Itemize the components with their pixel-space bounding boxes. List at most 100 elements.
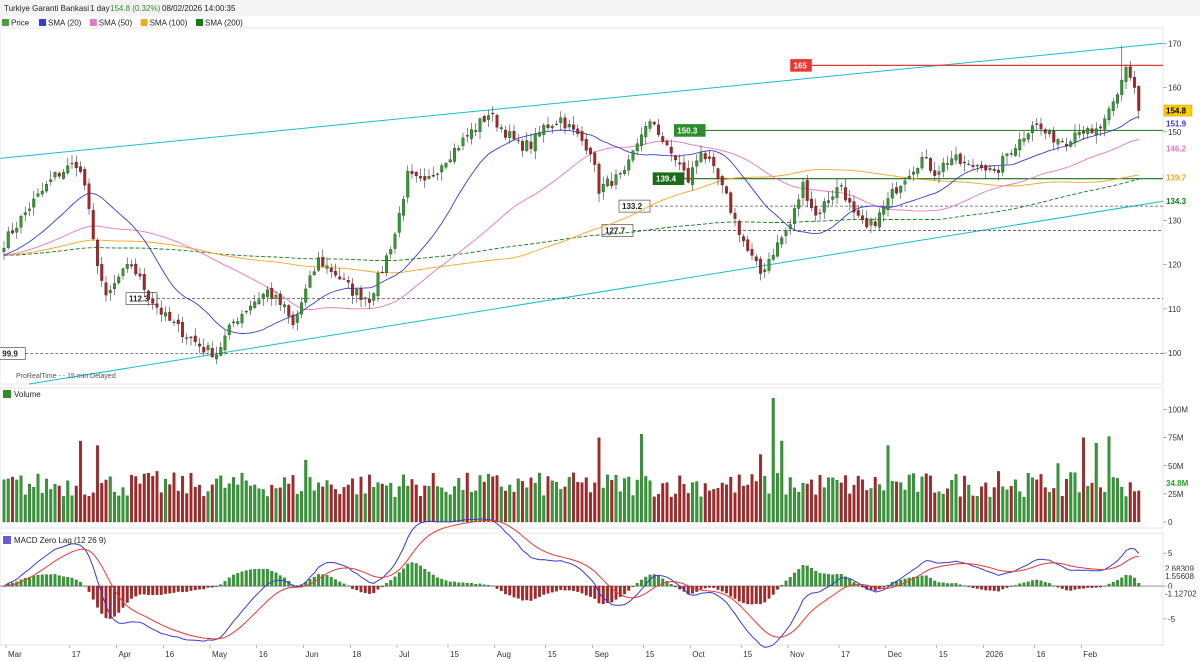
axis-tag-label-1: 151.9 [1166, 119, 1187, 128]
volume-bar-110 [470, 492, 473, 523]
volume-bar-1 [6, 478, 10, 523]
macd-hist-bar-69 [295, 585, 299, 587]
candle-body-127 [542, 125, 546, 135]
volume-bar-226 [963, 475, 966, 523]
candle-body-79 [338, 276, 342, 280]
volume-bar-158 [674, 493, 677, 523]
volume-bar-206 [878, 484, 881, 523]
volume-bar-18 [79, 440, 82, 523]
candle-body-229 [975, 165, 979, 167]
candle-body-101 [431, 174, 435, 177]
candle-body-116 [495, 114, 499, 128]
candle-body-51 [219, 347, 223, 356]
macd-hist-bar-231 [984, 585, 988, 591]
macd-hist-bar-12 [53, 574, 57, 587]
macd-hist-bar-96 [410, 562, 414, 587]
candle-body-55 [236, 321, 240, 324]
macd-hist-bar-192 [818, 573, 822, 587]
volume-bar-162 [691, 482, 694, 523]
candle-body-40 [172, 321, 176, 323]
macd-hist-bar-119 [508, 585, 512, 596]
volume-bar-247 [1052, 488, 1056, 523]
candle-body-152 [648, 121, 652, 129]
macd-hist-bar-213 [907, 577, 911, 587]
candle-body-73 [312, 271, 316, 275]
legend-label-0: Price [11, 19, 30, 28]
macd-hist-bar-63 [270, 571, 274, 587]
candle-body-174 [742, 236, 745, 242]
macd-hist-bar-123 [525, 585, 529, 601]
volume-bar-128 [546, 476, 550, 523]
candle-body-29 [125, 264, 129, 269]
volume-bar-57 [244, 480, 248, 523]
volume-bar-25 [108, 476, 112, 523]
volume-bar-157 [669, 496, 673, 523]
macd-hist-bar-168 [716, 585, 720, 590]
macd-hist-bar-267 [1137, 583, 1141, 587]
volume-bar-102 [436, 486, 439, 523]
candle-body-257 [1094, 128, 1098, 136]
volume-bar-63 [270, 484, 274, 523]
macd-hist-bar-154 [657, 576, 660, 587]
candle-body-156 [665, 140, 669, 146]
macd-hist-bar-130 [555, 585, 558, 592]
macd-hist-bar-19 [83, 585, 87, 587]
volume-bar-215 [916, 491, 920, 523]
macd-last-box-0 [1164, 563, 1198, 574]
volume-bar-199 [848, 493, 852, 523]
candle-body-231 [984, 165, 988, 171]
macd-hist-bar-8 [36, 574, 40, 587]
candle-body-132 [563, 117, 567, 129]
macd-hist-bar-116 [495, 585, 499, 589]
macd-hist-bar-122 [521, 585, 524, 601]
volume-bar-125 [533, 483, 537, 523]
macd-hist-bar-112 [478, 583, 482, 587]
volume-bar-198 [844, 475, 847, 523]
volume-bar-47 [202, 496, 206, 523]
volume-bar-230 [980, 486, 983, 523]
candle-body-250 [1065, 143, 1068, 147]
candle-body-222 [946, 163, 949, 165]
macd-hist-bar-49 [210, 585, 214, 588]
macd-hist-bar-137 [584, 585, 588, 596]
macd-hist-bar-220 [937, 582, 941, 587]
macd-hist-bar-184 [784, 580, 788, 587]
candle-body-60 [257, 299, 261, 305]
macd-hist-bar-55 [236, 573, 240, 587]
volume-bar-28 [121, 487, 125, 523]
candle-body-85 [363, 297, 367, 299]
volume-bar-24 [104, 479, 108, 523]
macd-hist-bar-258 [1099, 585, 1102, 588]
macd-hist-bar-239 [1018, 583, 1022, 587]
volume-bar-87 [372, 487, 376, 523]
candle-body-213 [907, 175, 911, 180]
macd-hist-bar-48 [206, 585, 210, 588]
candle-body-49 [210, 348, 214, 358]
volume-bar-176 [750, 474, 754, 523]
macd-title: MACD Zero Lag (12 26 9) [14, 536, 106, 545]
volume-bar-14 [62, 496, 65, 523]
interval-label: 1 day [90, 4, 110, 13]
macd-hist-bar-135 [576, 585, 580, 592]
candle-body-70 [300, 302, 303, 315]
macd-hist-bar-61 [261, 569, 265, 587]
candle-body-119 [508, 131, 512, 138]
volume-ytick-label-4: 100M [1168, 406, 1188, 415]
macd-hist-bar-254 [1082, 585, 1085, 589]
level-label-1: 150.3 [677, 126, 698, 135]
macd-last-label-1: 1.55608 [1165, 572, 1194, 581]
macd-hist-bar-85 [363, 585, 367, 594]
volume-bar-97 [414, 484, 418, 523]
volume-bar-144 [614, 474, 618, 523]
macd-hist-bar-253 [1077, 585, 1081, 589]
macd-hist-bar-93 [397, 572, 401, 587]
candle-body-97 [414, 171, 418, 177]
macd-hist-bar-99 [423, 569, 427, 587]
volume-bar-19 [83, 494, 87, 523]
candle-body-233 [992, 168, 996, 171]
legend-swatch-2 [89, 19, 97, 26]
volume-bar-43 [185, 493, 189, 523]
volume-bar-60 [257, 488, 261, 523]
macd-hist-bar-98 [419, 565, 422, 587]
